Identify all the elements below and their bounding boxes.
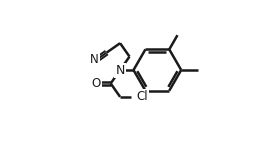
Text: O: O [92,77,101,90]
Text: Cl: Cl [136,90,148,103]
Text: N: N [90,53,99,66]
Text: N: N [115,63,125,77]
